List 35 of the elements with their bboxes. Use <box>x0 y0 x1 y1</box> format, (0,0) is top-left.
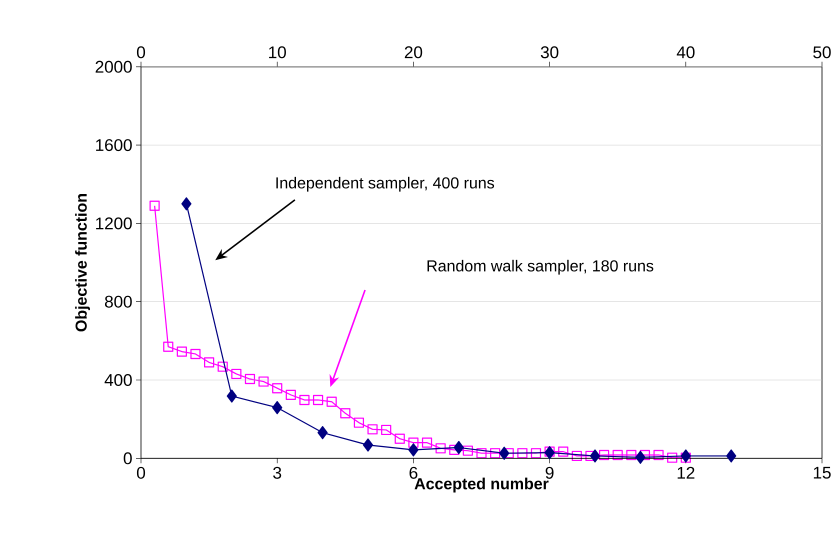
point <box>226 389 237 403</box>
point <box>454 440 464 454</box>
point <box>590 449 600 463</box>
y-tick-label: 400 <box>104 374 132 386</box>
point <box>272 401 282 414</box>
x2-tick-label: 50 <box>813 46 831 58</box>
x2-tick-label: 0 <box>136 46 146 58</box>
y-tick-label: 1600 <box>96 139 132 152</box>
x2-tick-label: 20 <box>404 46 422 58</box>
y-tick-label: 1200 <box>96 217 132 230</box>
point <box>499 446 510 460</box>
point <box>680 449 691 463</box>
x-tick-label: 3 <box>273 466 282 479</box>
x-tick-label: 0 <box>136 466 146 479</box>
x-tick-label: 12 <box>678 466 694 479</box>
point <box>408 443 419 456</box>
x-tick-label: 9 <box>546 466 554 479</box>
x2-tick-label: 30 <box>540 46 558 58</box>
point <box>362 438 374 452</box>
x-axis-title: Accepted number <box>414 478 549 493</box>
point <box>544 446 555 460</box>
y-tick-label: 0 <box>124 452 132 464</box>
annotation: Independent sampler, 400 runs <box>276 176 494 192</box>
y-tick-label: 800 <box>104 296 132 308</box>
y-tick-label: 2000 <box>96 60 132 73</box>
y-axis-title: Objective function <box>75 194 90 332</box>
point <box>635 450 646 464</box>
x-tick-label: 15 <box>814 466 831 479</box>
point <box>181 197 192 210</box>
x-tick-label: 6 <box>410 466 418 479</box>
x2-tick-label: 40 <box>676 46 695 58</box>
x2-tick-label: 10 <box>269 46 286 58</box>
point <box>318 426 328 440</box>
annotation: Random walk sampler, 180 runs <box>428 260 654 275</box>
point <box>726 449 736 463</box>
